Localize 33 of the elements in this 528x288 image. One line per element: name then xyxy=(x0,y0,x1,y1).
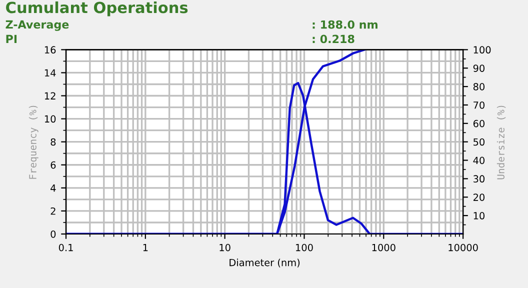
x-tick-label: 100 xyxy=(296,244,313,252)
y2-tick-label: 10 xyxy=(474,212,485,220)
y2-axis-title: Undersize (%) xyxy=(496,106,506,180)
y-tick-label: 12 xyxy=(44,92,56,100)
text: : 0.218 xyxy=(312,34,354,44)
y2-tick-label: 40 xyxy=(473,156,485,164)
y2-tick-label: 80 xyxy=(473,83,485,90)
x-tick-label: 10000 xyxy=(448,244,478,252)
x-tick-label: 1000 xyxy=(372,244,396,252)
x-tick-label: 10 xyxy=(220,244,230,252)
x-tick-label: 0.1 xyxy=(58,244,73,252)
y2-tick-label: 50 xyxy=(474,138,485,146)
y2-tick-label: 90 xyxy=(473,64,485,72)
text: PI xyxy=(6,34,17,44)
y-tick-label: 10 xyxy=(44,115,56,123)
y2-tick-label: 60 xyxy=(473,120,485,128)
y2-tick-label: 100 xyxy=(474,46,491,54)
chart-title: Cumulant Operations xyxy=(6,1,188,16)
y-tick-label: 0 xyxy=(50,230,56,238)
y2-tick-label: 20 xyxy=(473,194,485,201)
y-tick-label: 8 xyxy=(50,138,56,146)
x-axis-title: Diameter (nm) xyxy=(230,258,300,268)
y-tick-label: 2 xyxy=(50,207,56,215)
text: Z-Average xyxy=(6,20,69,31)
y-tick-label: 4 xyxy=(50,184,56,192)
y2-tick-label: 70 xyxy=(474,101,485,109)
y-axis-title: Frequency (%) xyxy=(28,106,38,179)
y-tick-label: 16 xyxy=(44,46,56,54)
y-tick-label: 6 xyxy=(50,161,56,169)
text: : 188.0 nm xyxy=(312,20,378,29)
x-tick-label: 1 xyxy=(143,244,148,252)
y2-tick-label: 30 xyxy=(474,175,485,183)
y-tick-label: 14 xyxy=(44,69,56,76)
